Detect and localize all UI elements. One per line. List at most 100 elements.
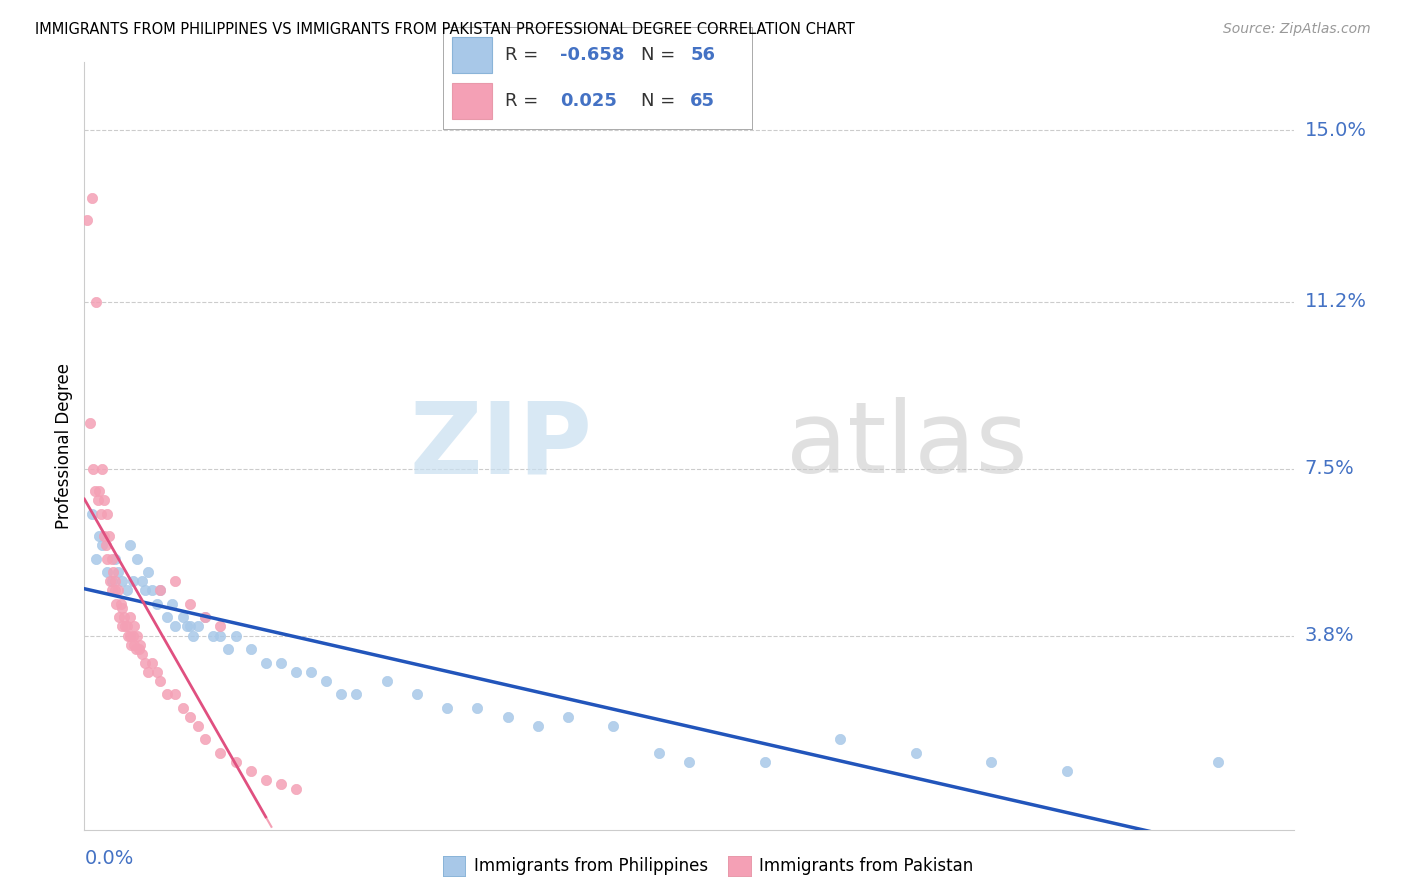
Point xyxy=(122,619,145,633)
Point xyxy=(904,746,927,760)
Point xyxy=(648,746,671,760)
Point xyxy=(270,777,292,791)
Point xyxy=(181,628,204,642)
Point xyxy=(111,574,134,589)
Point xyxy=(146,597,169,611)
Text: 65: 65 xyxy=(690,92,716,110)
Point xyxy=(217,642,239,657)
Point xyxy=(96,507,118,521)
Text: 15.0%: 15.0% xyxy=(1305,120,1367,140)
Point xyxy=(179,619,201,633)
Text: 7.5%: 7.5% xyxy=(1305,459,1354,478)
Point xyxy=(111,601,134,615)
Point xyxy=(129,638,152,652)
Point xyxy=(117,628,139,642)
Text: R =: R = xyxy=(505,92,544,110)
Point xyxy=(156,610,179,624)
Point xyxy=(94,538,117,552)
Point xyxy=(118,628,141,642)
Point xyxy=(375,673,398,688)
Text: 11.2%: 11.2% xyxy=(1305,292,1367,311)
FancyBboxPatch shape xyxy=(453,37,492,73)
Point xyxy=(93,529,115,543)
Point xyxy=(179,710,201,724)
Point xyxy=(201,628,224,642)
Point xyxy=(118,610,141,624)
Point xyxy=(315,673,337,688)
Point xyxy=(108,610,131,624)
Point xyxy=(115,583,138,598)
Point xyxy=(225,628,247,642)
Text: -0.658: -0.658 xyxy=(561,46,624,64)
Point xyxy=(86,551,108,566)
Text: Immigrants from Philippines: Immigrants from Philippines xyxy=(474,857,709,875)
Point xyxy=(172,610,194,624)
Point xyxy=(112,610,135,624)
Point xyxy=(80,507,103,521)
Point xyxy=(160,597,183,611)
Text: N =: N = xyxy=(641,92,681,110)
Point xyxy=(93,493,115,508)
Point xyxy=(121,574,143,589)
Point xyxy=(678,755,700,769)
Text: IMMIGRANTS FROM PHILIPPINES VS IMMIGRANTS FROM PAKISTAN PROFESSIONAL DEGREE CORR: IMMIGRANTS FROM PHILIPPINES VS IMMIGRANT… xyxy=(35,22,855,37)
FancyBboxPatch shape xyxy=(453,83,492,119)
Point xyxy=(1056,764,1078,778)
Text: Immigrants from Pakistan: Immigrants from Pakistan xyxy=(759,857,973,875)
Point xyxy=(131,574,153,589)
Point xyxy=(176,619,198,633)
Point xyxy=(96,566,118,580)
Point xyxy=(114,619,136,633)
Point xyxy=(127,551,149,566)
Point xyxy=(225,755,247,769)
Point xyxy=(136,566,159,580)
Point xyxy=(830,732,852,747)
Point xyxy=(149,673,172,688)
Point xyxy=(121,628,143,642)
Point xyxy=(89,484,111,499)
Point xyxy=(165,687,187,701)
Point xyxy=(79,417,101,431)
Point xyxy=(1206,755,1229,769)
Point xyxy=(127,628,149,642)
Point xyxy=(285,665,308,679)
Point xyxy=(87,493,110,508)
Point xyxy=(187,719,209,733)
Point xyxy=(100,583,122,598)
Point xyxy=(107,583,129,598)
Point xyxy=(467,700,489,714)
Point xyxy=(115,619,138,633)
Point xyxy=(285,781,308,796)
Point xyxy=(436,700,458,714)
Point xyxy=(128,642,150,657)
Point xyxy=(165,619,187,633)
Point xyxy=(134,656,156,670)
Point xyxy=(131,647,153,661)
Point xyxy=(254,772,277,787)
Text: 0.0%: 0.0% xyxy=(84,849,134,868)
Point xyxy=(107,566,129,580)
Point xyxy=(146,665,169,679)
Point xyxy=(141,583,163,598)
Point xyxy=(98,574,121,589)
Point xyxy=(122,638,145,652)
Point xyxy=(105,597,128,611)
Point xyxy=(89,529,111,543)
Point xyxy=(754,755,776,769)
Point xyxy=(120,638,142,652)
Text: N =: N = xyxy=(641,46,681,64)
Point xyxy=(209,619,232,633)
Point xyxy=(557,710,579,724)
Point xyxy=(239,642,262,657)
Point xyxy=(118,538,141,552)
Point xyxy=(980,755,1002,769)
Point xyxy=(187,619,209,633)
Text: 3.8%: 3.8% xyxy=(1305,626,1354,645)
Point xyxy=(104,583,127,598)
Point xyxy=(172,700,194,714)
Point xyxy=(134,583,156,598)
Point xyxy=(254,656,277,670)
Point xyxy=(209,628,232,642)
Point xyxy=(165,574,187,589)
Point xyxy=(194,732,217,747)
